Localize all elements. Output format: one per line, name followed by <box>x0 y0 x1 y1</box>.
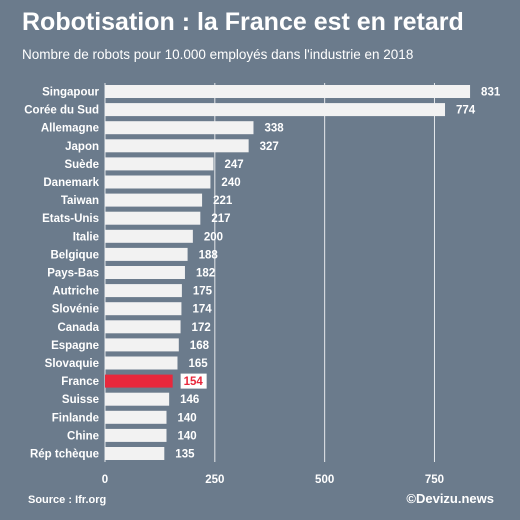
bar-15 <box>105 356 178 370</box>
source-note: Source : Ifr.org <box>28 494 107 506</box>
category-label: Chine <box>67 430 99 442</box>
category-label: Japon <box>65 141 99 153</box>
value-label: 165 <box>188 358 208 370</box>
value-label: 831 <box>481 87 501 99</box>
category-label: Autriche <box>52 286 99 298</box>
bar-7 <box>105 211 201 225</box>
bar-9 <box>105 247 188 261</box>
bar-19 <box>105 428 167 442</box>
value-label: 154 <box>184 376 204 388</box>
bar-18 <box>105 410 167 424</box>
bar-0 <box>105 85 471 98</box>
category-label: France <box>61 376 99 388</box>
category-label: Etats-Unis <box>42 213 99 225</box>
category-label: Belgique <box>50 249 99 261</box>
x-tick-label: 0 <box>102 474 108 486</box>
value-label: 200 <box>204 231 223 243</box>
bar-5 <box>105 175 211 189</box>
bar-17 <box>105 392 170 406</box>
value-label: 338 <box>264 123 284 135</box>
bar-2 <box>105 121 254 135</box>
chart-subtitle: Nombre de robots pour 10.000 employés da… <box>22 47 414 62</box>
value-label: 247 <box>225 159 244 171</box>
category-label: Pays-Bas <box>47 268 99 280</box>
category-label: Corée du Sud <box>24 105 99 117</box>
value-label: 240 <box>221 177 240 189</box>
bar-11 <box>105 284 182 298</box>
bar-10 <box>105 266 185 279</box>
bar-1 <box>105 103 446 117</box>
value-label: 188 <box>199 249 219 261</box>
bar-8 <box>105 229 193 243</box>
value-label: 182 <box>196 268 215 280</box>
category-label: Danemark <box>43 177 99 189</box>
category-label: Allemagne <box>41 123 99 135</box>
value-label: 140 <box>178 430 197 442</box>
bar-6 <box>105 193 203 207</box>
value-label: 175 <box>193 286 213 298</box>
category-label: Italie <box>73 231 99 243</box>
value-label: 172 <box>192 322 211 334</box>
credit-note: ©Devizu.news <box>406 491 494 506</box>
bar-14 <box>105 338 179 352</box>
category-label: Espagne <box>51 340 99 352</box>
value-label: 221 <box>213 195 233 207</box>
category-label: Taiwan <box>61 195 99 207</box>
value-label: 774 <box>456 105 476 117</box>
bar-13 <box>105 320 181 334</box>
category-label: Suède <box>64 159 99 171</box>
category-label: Slovaquie <box>45 358 99 370</box>
value-label: 140 <box>178 412 197 424</box>
bar-20 <box>105 447 165 460</box>
value-label: 168 <box>190 340 210 352</box>
x-tick-label: 500 <box>315 474 334 486</box>
bar-4 <box>105 157 214 171</box>
highlight-value-box <box>180 373 207 389</box>
value-label: 327 <box>260 141 279 153</box>
category-label: Singapour <box>42 87 99 99</box>
labels: 0 250 500 750 Singapour 831 Corée du Sud 774 All… <box>24 87 501 487</box>
chart-title: Robotisation : la France est en retard <box>22 8 464 36</box>
category-label: Slovénie <box>52 304 99 316</box>
value-label: 217 <box>211 213 230 225</box>
value-label: 146 <box>180 394 199 406</box>
bars <box>105 85 471 460</box>
value-label: 135 <box>175 449 195 461</box>
category-label: Suisse <box>62 394 99 406</box>
bar-12 <box>105 302 182 316</box>
bar-3 <box>105 139 249 153</box>
value-label: 174 <box>192 304 212 316</box>
x-tick-label: 250 <box>205 474 224 486</box>
category-label: Canada <box>57 322 99 334</box>
category-label: Rép tchèque <box>30 449 99 461</box>
bar-16 <box>105 374 173 388</box>
x-tick-label: 750 <box>425 474 444 486</box>
category-label: Finlande <box>52 412 99 424</box>
